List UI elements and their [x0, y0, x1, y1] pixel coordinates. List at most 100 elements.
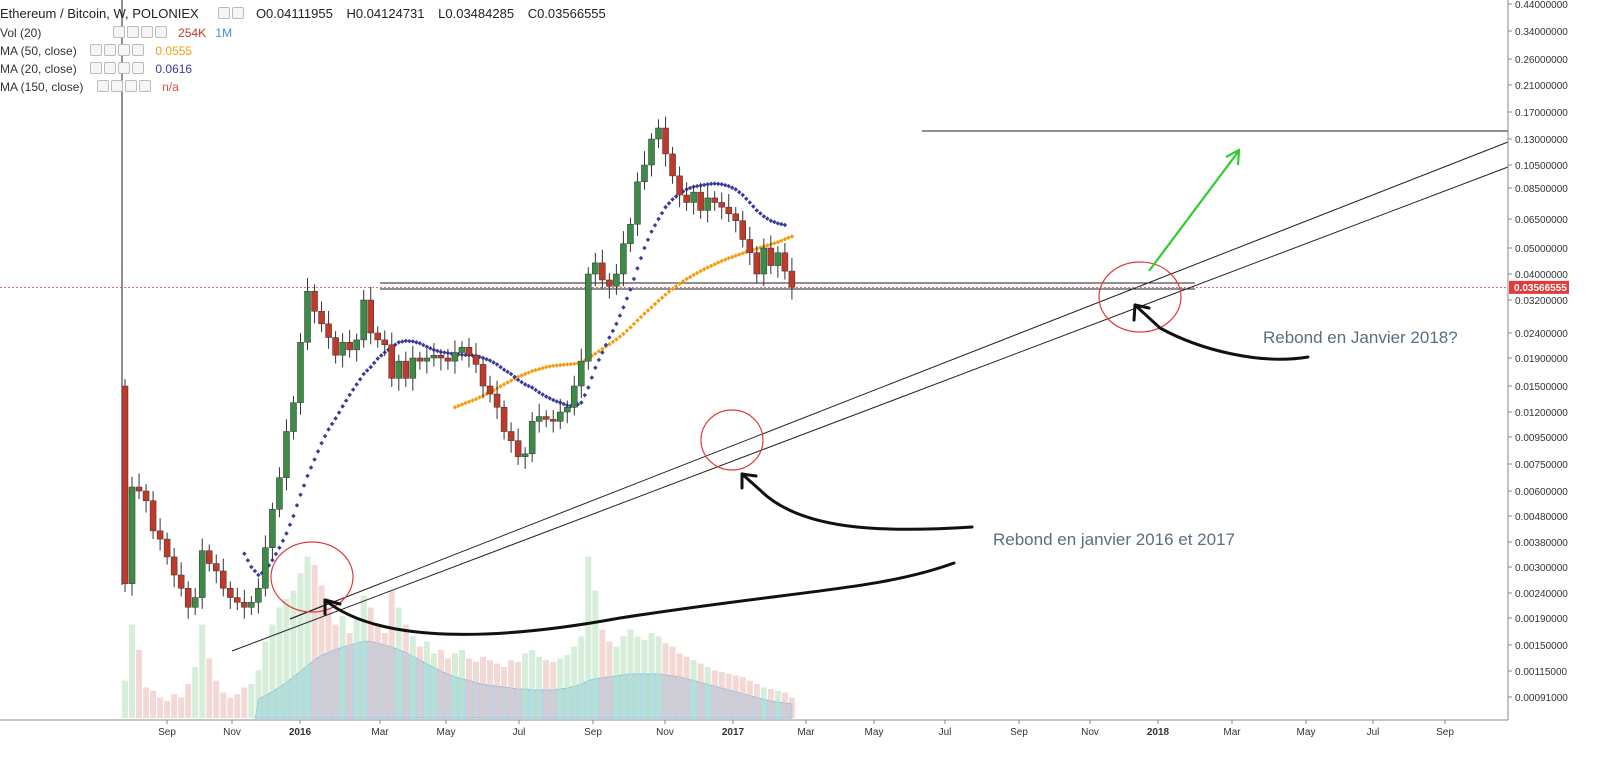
annotation-rebond-2016-2017[interactable]: Rebond en janvier 2016 et 2017	[993, 530, 1235, 549]
candle-up[interactable]	[528, 421, 536, 455]
candle-up[interactable]	[592, 262, 599, 275]
candle-down[interactable]	[500, 406, 508, 432]
candle-down[interactable]	[416, 357, 424, 362]
candle-down[interactable]	[542, 416, 550, 420]
candle-down[interactable]	[205, 550, 213, 564]
settings-icon[interactable]	[104, 44, 117, 56]
candle-up[interactable]	[634, 181, 641, 225]
add-icon[interactable]	[118, 44, 131, 56]
candle-down[interactable]	[472, 354, 480, 365]
candle-up[interactable]	[339, 342, 346, 356]
candle-down[interactable]	[381, 339, 388, 346]
eye-icon[interactable]	[112, 26, 125, 38]
candle-up[interactable]	[283, 431, 290, 478]
indicator-ma150[interactable]: MA (150, close) n/a	[0, 80, 179, 94]
candle-down[interactable]	[163, 538, 171, 558]
candle-up[interactable]	[690, 191, 697, 203]
candle-up[interactable]	[297, 342, 304, 403]
candle-up[interactable]	[613, 273, 620, 287]
candle-down[interactable]	[606, 279, 613, 287]
candle-down[interactable]	[402, 360, 410, 379]
candle-down[interactable]	[170, 556, 178, 576]
candle-down[interactable]	[507, 431, 515, 441]
candle-up[interactable]	[620, 243, 627, 275]
candle-up[interactable]	[423, 357, 431, 362]
indicator-vol[interactable]: Vol (20) 254K 1M	[0, 26, 232, 40]
candle-up[interactable]	[304, 290, 311, 343]
candle-down[interactable]	[177, 574, 185, 589]
candle-up[interactable]	[774, 252, 782, 266]
candle-up[interactable]	[627, 223, 634, 244]
trendline-stub[interactable]	[289, 602, 331, 620]
candle-down[interactable]	[549, 419, 557, 422]
candle-down[interactable]	[718, 202, 725, 208]
trendline-lower[interactable]	[231, 166, 1509, 652]
indicator-ma20[interactable]: MA (20, close) 0.0616	[0, 62, 192, 76]
candle-up[interactable]	[556, 411, 564, 422]
add-icon[interactable]	[124, 80, 137, 92]
add-icon[interactable]	[140, 26, 153, 38]
candle-down[interactable]	[493, 393, 501, 408]
candle-up[interactable]	[276, 477, 283, 510]
symbol-title[interactable]: Ethereum / Bitcoin, W, POLONIEX	[0, 6, 199, 21]
candle-down[interactable]	[227, 587, 234, 598]
eye-icon[interactable]	[96, 80, 109, 92]
candle-up[interactable]	[248, 602, 255, 608]
candle-down[interactable]	[711, 197, 718, 203]
candle-up[interactable]	[409, 357, 417, 379]
candle-down[interactable]	[325, 323, 332, 338]
candle-up[interactable]	[521, 453, 529, 457]
candle-down[interactable]	[142, 490, 150, 501]
candle-up[interactable]	[430, 354, 438, 359]
candle-down[interactable]	[241, 602, 248, 608]
add-icon[interactable]	[118, 62, 131, 74]
candle-up[interactable]	[648, 138, 655, 166]
candle-down[interactable]	[669, 153, 676, 177]
candle-down[interactable]	[697, 191, 704, 211]
candle-up[interactable]	[128, 486, 136, 584]
candle-down[interactable]	[683, 194, 690, 203]
candle-up[interactable]	[655, 127, 662, 140]
arrow-2017[interactable]	[740, 472, 974, 531]
candle-up[interactable]	[641, 164, 648, 183]
candle-down[interactable]	[332, 337, 339, 356]
candle-down[interactable]	[346, 342, 353, 351]
candle-down[interactable]	[135, 486, 143, 492]
trendline-upper[interactable]	[289, 141, 1509, 620]
arrow-2018[interactable]	[1133, 303, 1310, 361]
candle-up[interactable]	[704, 197, 711, 211]
candle-down[interactable]	[753, 252, 761, 275]
candle-down[interactable]	[486, 385, 494, 395]
candle-down[interactable]	[121, 385, 129, 584]
candle-down[interactable]	[732, 213, 739, 221]
candle-up[interactable]	[262, 547, 269, 589]
candle-up[interactable]	[564, 406, 571, 413]
close-icon[interactable]	[138, 80, 151, 92]
candle-up[interactable]	[458, 347, 466, 353]
green-arrow[interactable]	[1148, 151, 1239, 272]
candle-up[interactable]	[760, 247, 768, 275]
highlight-circle-2018[interactable]	[1098, 261, 1182, 333]
candle-down[interactable]	[311, 290, 318, 312]
candle-down[interactable]	[465, 347, 473, 356]
arrow-2016[interactable]	[323, 561, 956, 636]
candle-down[interactable]	[213, 563, 220, 572]
candle-down[interactable]	[725, 206, 732, 215]
candle-down[interactable]	[437, 354, 445, 359]
candle-down[interactable]	[374, 332, 381, 341]
candle-down[interactable]	[149, 500, 157, 532]
candle-down[interactable]	[479, 364, 487, 387]
candle-down[interactable]	[220, 570, 227, 589]
format-icon[interactable]	[232, 7, 245, 19]
indicator-ma50[interactable]: MA (50, close) 0.0555	[0, 44, 192, 58]
candle-down[interactable]	[184, 587, 192, 608]
highlight-circle-2016[interactable]	[270, 541, 354, 613]
candle-up[interactable]	[535, 416, 543, 422]
candle-up[interactable]	[571, 385, 578, 408]
candle-up[interactable]	[255, 587, 262, 603]
candle-down[interactable]	[444, 357, 452, 362]
highlight-circle-2017[interactable]	[700, 409, 764, 471]
close-icon[interactable]	[132, 62, 145, 74]
arrow-2018-head[interactable]	[1132, 303, 1151, 322]
